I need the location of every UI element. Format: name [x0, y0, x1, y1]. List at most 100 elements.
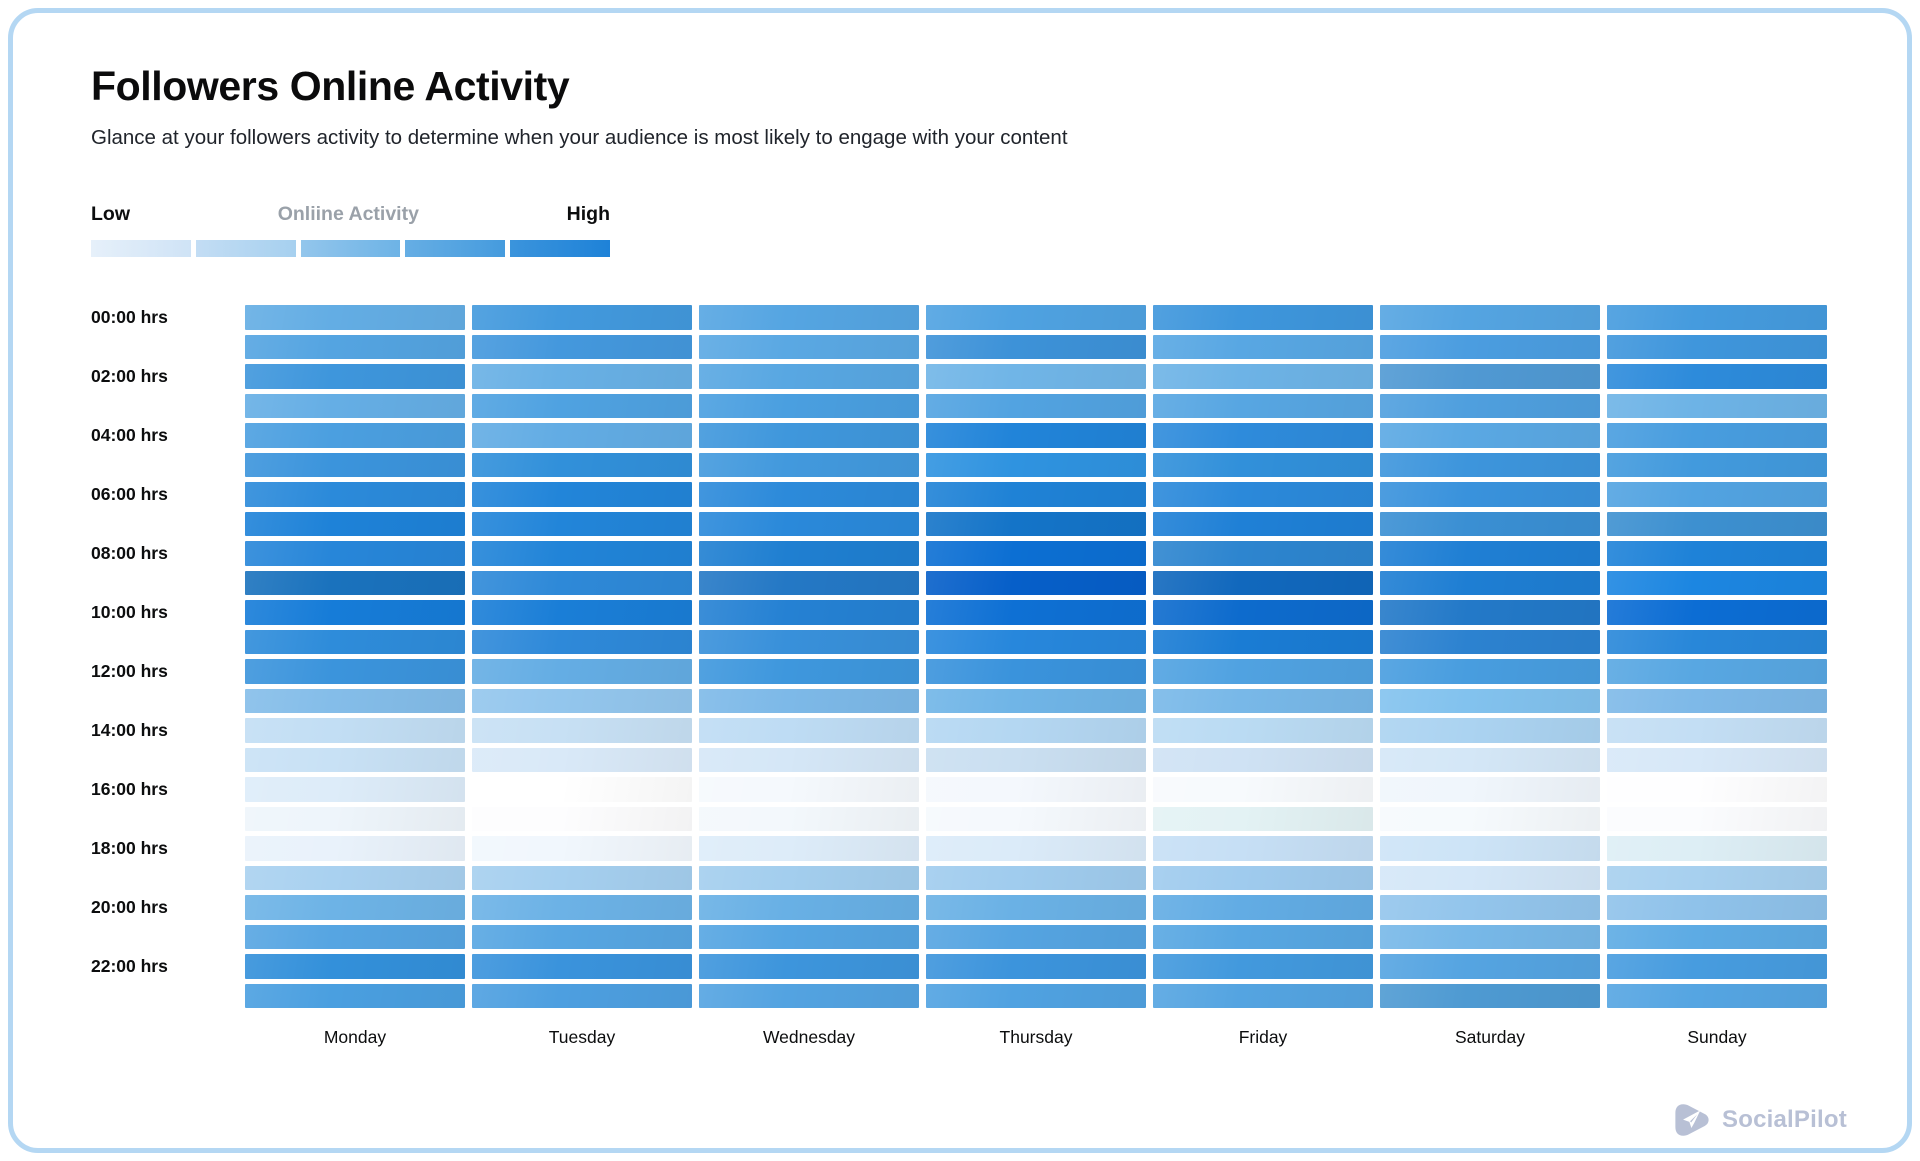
legend-color-scale: [91, 240, 610, 257]
heatmap-cell-saturday-h00: [1380, 305, 1600, 330]
legend-low-label: Low: [91, 203, 130, 225]
legend-high-label: High: [566, 203, 610, 225]
heatmap-cell-monday-h14: [245, 718, 465, 743]
heatmap-cell-wednesday-h13: [699, 688, 919, 713]
heatmap-cell-friday-h01: [1153, 334, 1373, 359]
heatmap-cell-saturday-h12: [1380, 659, 1600, 684]
heatmap-cell-wednesday-h21: [699, 924, 919, 949]
activity-heatmap: [245, 305, 1827, 1008]
heatmap-cell-wednesday-h17: [699, 806, 919, 831]
heatmap-cell-tuesday-h00: [472, 305, 692, 330]
heatmap-cell-friday-h02: [1153, 364, 1373, 389]
heatmap-cell-sunday-h22: [1607, 954, 1827, 979]
time-tick-label: 20:00 hrs: [91, 897, 168, 918]
heatmap-cell-sunday-h13: [1607, 688, 1827, 713]
socialpilot-logo-text: SocialPilot: [1722, 1106, 1847, 1133]
heatmap-cell-tuesday-h05: [472, 452, 692, 477]
heatmap-cell-saturday-h19: [1380, 865, 1600, 890]
heatmap-cell-thursday-h13: [926, 688, 1146, 713]
time-tick-label: 16:00 hrs: [91, 779, 168, 800]
heatmap-cell-monday-h05: [245, 452, 465, 477]
heatmap-cell-sunday-h21: [1607, 924, 1827, 949]
heatmap-cell-friday-h20: [1153, 895, 1373, 920]
heatmap-cell-tuesday-h22: [472, 954, 692, 979]
heatmap-cell-sunday-h20: [1607, 895, 1827, 920]
heatmap-cell-friday-h04: [1153, 423, 1373, 448]
heatmap-cell-saturday-h08: [1380, 541, 1600, 566]
heatmap-cell-wednesday-h01: [699, 334, 919, 359]
heatmap-cell-sunday-h23: [1607, 983, 1827, 1008]
heatmap-cell-saturday-h09: [1380, 570, 1600, 595]
heatmap-cell-friday-h08: [1153, 541, 1373, 566]
heatmap-cell-friday-h07: [1153, 511, 1373, 536]
heatmap-cell-saturday-h14: [1380, 718, 1600, 743]
heatmap-cell-friday-h09: [1153, 570, 1373, 595]
legend-swatch-4: [405, 240, 506, 257]
heatmap-cell-monday-h20: [245, 895, 465, 920]
heatmap-cell-tuesday-h06: [472, 482, 692, 507]
heatmap-cell-monday-h08: [245, 541, 465, 566]
heatmap-cell-sunday-h11: [1607, 629, 1827, 654]
heatmap-cell-saturday-h11: [1380, 629, 1600, 654]
heatmap-cell-wednesday-h19: [699, 865, 919, 890]
heatmap-cell-sunday-h02: [1607, 364, 1827, 389]
followers-activity-card: Followers Online Activity Glance at your…: [8, 8, 1912, 1153]
day-label-wednesday: Wednesday: [762, 1027, 856, 1047]
heatmap-cell-thursday-h05: [926, 452, 1146, 477]
heatmap-cell-sunday-h00: [1607, 305, 1827, 330]
heatmap-cell-sunday-h04: [1607, 423, 1827, 448]
heatmap-cell-friday-h00: [1153, 305, 1373, 330]
day-label-monday: Monday: [323, 1027, 387, 1047]
heatmap-cell-thursday-h00: [926, 305, 1146, 330]
heatmap-cell-sunday-h09: [1607, 570, 1827, 595]
heatmap-cell-tuesday-h01: [472, 334, 692, 359]
time-tick-label: 10:00 hrs: [91, 602, 168, 623]
heatmap-cell-tuesday-h17: [472, 806, 692, 831]
heatmap-cell-sunday-h01: [1607, 334, 1827, 359]
heatmap-cell-thursday-h11: [926, 629, 1146, 654]
heatmap-cell-friday-h13: [1153, 688, 1373, 713]
heatmap-cell-wednesday-h08: [699, 541, 919, 566]
heatmap-cell-sunday-h19: [1607, 865, 1827, 890]
heatmap-cell-wednesday-h00: [699, 305, 919, 330]
heatmap-cell-monday-h12: [245, 659, 465, 684]
heatmap-cell-wednesday-h15: [699, 747, 919, 772]
heatmap-cell-saturday-h22: [1380, 954, 1600, 979]
heatmap-cell-sunday-h14: [1607, 718, 1827, 743]
heatmap-cell-wednesday-h16: [699, 777, 919, 802]
heatmap-cell-wednesday-h09: [699, 570, 919, 595]
heatmap-cell-thursday-h04: [926, 423, 1146, 448]
heatmap-cell-saturday-h18: [1380, 836, 1600, 861]
day-label-tuesday: Tuesday: [548, 1027, 616, 1047]
heatmap-cell-saturday-h16: [1380, 777, 1600, 802]
heatmap-cell-wednesday-h18: [699, 836, 919, 861]
heatmap-cell-sunday-h05: [1607, 452, 1827, 477]
heatmap-cell-friday-h18: [1153, 836, 1373, 861]
heatmap-cell-friday-h11: [1153, 629, 1373, 654]
heatmap-cell-friday-h03: [1153, 393, 1373, 418]
heatmap-cell-thursday-h21: [926, 924, 1146, 949]
heatmap-cell-friday-h06: [1153, 482, 1373, 507]
heatmap-cell-thursday-h14: [926, 718, 1146, 743]
heatmap-cell-saturday-h03: [1380, 393, 1600, 418]
heatmap-cell-tuesday-h02: [472, 364, 692, 389]
heatmap-cell-wednesday-h23: [699, 983, 919, 1008]
heatmap-cell-wednesday-h11: [699, 629, 919, 654]
heatmap-cell-thursday-h17: [926, 806, 1146, 831]
heatmap-cell-saturday-h23: [1380, 983, 1600, 1008]
legend-title: Onliine Activity: [277, 203, 419, 225]
heatmap-cell-friday-h05: [1153, 452, 1373, 477]
heatmap-cell-sunday-h10: [1607, 600, 1827, 625]
heatmap-cell-sunday-h06: [1607, 482, 1827, 507]
heatmap-cell-monday-h09: [245, 570, 465, 595]
heatmap-cell-thursday-h08: [926, 541, 1146, 566]
heatmap-cell-saturday-h07: [1380, 511, 1600, 536]
heatmap-cell-sunday-h16: [1607, 777, 1827, 802]
heatmap-cell-friday-h12: [1153, 659, 1373, 684]
day-label-friday: Friday: [1238, 1027, 1288, 1047]
heatmap-cell-monday-h06: [245, 482, 465, 507]
heatmap-cell-saturday-h02: [1380, 364, 1600, 389]
heatmap-cell-tuesday-h18: [472, 836, 692, 861]
heatmap-cell-thursday-h22: [926, 954, 1146, 979]
time-tick-label: 04:00 hrs: [91, 425, 168, 446]
